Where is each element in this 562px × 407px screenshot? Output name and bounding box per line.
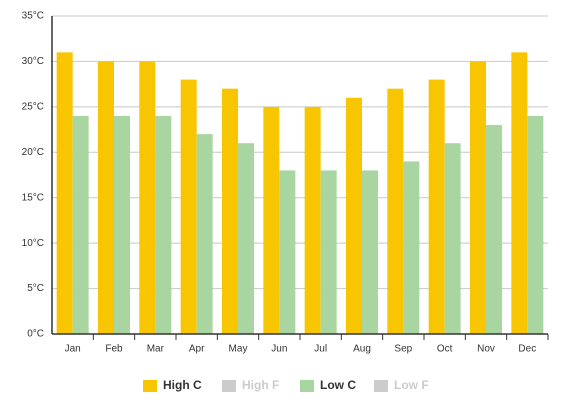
bar — [346, 97, 362, 335]
bar — [387, 88, 404, 334]
bar — [362, 170, 378, 334]
legend-swatch — [143, 380, 157, 392]
legend-swatch — [300, 380, 314, 392]
bar — [527, 115, 544, 334]
y-tick-label: 0°C — [27, 329, 44, 340]
bar — [444, 143, 461, 334]
x-tick-label: Aug — [353, 344, 371, 355]
bar — [486, 125, 502, 335]
x-tick-label: Oct — [437, 344, 453, 355]
bar — [320, 170, 337, 334]
x-tick-label: Sep — [394, 344, 412, 355]
y-tick-label: 30°C — [22, 56, 44, 67]
bar — [238, 143, 254, 334]
bar — [155, 115, 172, 334]
legend-swatch — [374, 380, 388, 392]
y-tick-label: 10°C — [22, 238, 44, 249]
legend-label: Low F — [394, 378, 429, 392]
y-tick-label: 15°C — [22, 192, 44, 203]
bar — [511, 52, 528, 334]
x-tick-label: Nov — [477, 344, 495, 355]
legend-label: High F — [242, 378, 279, 392]
y-tick-label: 25°C — [22, 101, 44, 112]
x-tick-label: Jun — [271, 344, 287, 355]
x-tick-label: Jan — [65, 344, 81, 355]
y-tick-label: 20°C — [22, 147, 44, 158]
bar — [114, 115, 130, 334]
bar — [470, 61, 486, 335]
legend-label: Low C — [320, 378, 356, 392]
bar — [72, 115, 89, 334]
bar — [98, 61, 114, 335]
legend-swatch — [222, 380, 236, 392]
x-tick-label: Mar — [147, 344, 165, 355]
y-tick-label: 35°C — [22, 11, 44, 22]
bar — [304, 106, 321, 334]
bar — [222, 88, 238, 334]
y-tick-label: 5°C — [27, 283, 44, 294]
bar — [56, 52, 73, 334]
bar — [263, 106, 280, 334]
x-tick-label: Apr — [189, 344, 205, 355]
x-tick-label: Jul — [314, 344, 327, 355]
x-tick-label: May — [229, 344, 248, 355]
bar — [403, 161, 420, 334]
x-tick-label: Dec — [518, 344, 536, 355]
bar — [196, 134, 213, 334]
bar — [279, 170, 296, 334]
legend-label: High C — [163, 378, 202, 392]
bar — [180, 79, 197, 334]
x-tick-label: Feb — [105, 344, 123, 355]
bar — [139, 61, 156, 335]
bar — [428, 79, 445, 334]
